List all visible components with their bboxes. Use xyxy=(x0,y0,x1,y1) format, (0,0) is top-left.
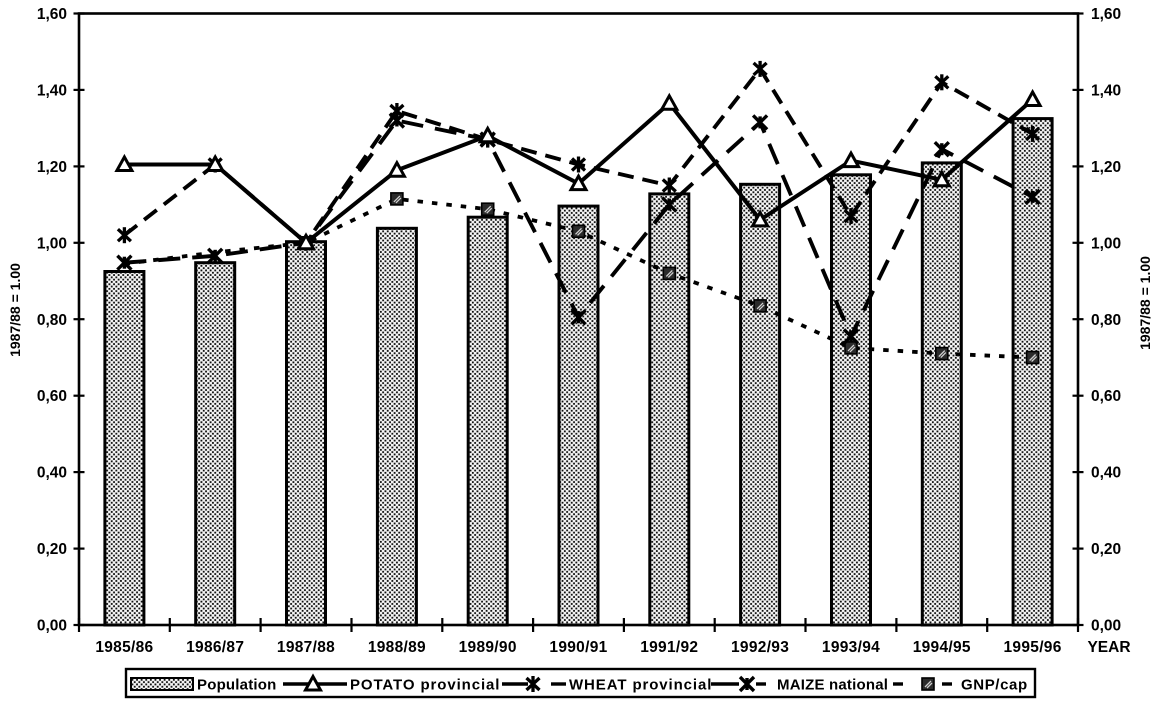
svg-text:0,60: 0,60 xyxy=(37,388,67,405)
svg-text:1,20: 1,20 xyxy=(1091,159,1121,176)
svg-text:1,00: 1,00 xyxy=(37,235,67,252)
svg-text:YEAR: YEAR xyxy=(1087,639,1130,656)
svg-text:0,60: 0,60 xyxy=(1091,388,1121,405)
svg-text:GNP/cap: GNP/cap xyxy=(961,677,1028,694)
svg-text:1,60: 1,60 xyxy=(1091,6,1121,23)
svg-text:0,80: 0,80 xyxy=(37,312,67,329)
svg-text:1986/87: 1986/87 xyxy=(186,639,244,656)
svg-text:1987/88: 1987/88 xyxy=(277,639,335,656)
svg-text:Population: Population xyxy=(197,677,277,694)
svg-text:1994/95: 1994/95 xyxy=(913,639,971,656)
svg-text:0,20: 0,20 xyxy=(1091,541,1121,558)
svg-text:1992/93: 1992/93 xyxy=(731,639,789,656)
svg-text:1988/89: 1988/89 xyxy=(368,639,426,656)
svg-text:0,20: 0,20 xyxy=(37,541,67,558)
svg-text:0,80: 0,80 xyxy=(1091,312,1121,329)
svg-text:WHEAT provincial: WHEAT provincial xyxy=(569,677,712,694)
svg-text:MAIZE national: MAIZE national xyxy=(777,677,888,694)
svg-text:1985/86: 1985/86 xyxy=(95,639,153,656)
svg-text:1,40: 1,40 xyxy=(37,82,67,99)
svg-text:1990/91: 1990/91 xyxy=(549,639,607,656)
svg-text:0,40: 0,40 xyxy=(1091,465,1121,482)
svg-text:1,60: 1,60 xyxy=(37,6,67,23)
svg-text:1993/94: 1993/94 xyxy=(822,639,880,656)
svg-text:0,00: 0,00 xyxy=(37,618,67,635)
svg-text:0,00: 0,00 xyxy=(1091,618,1121,635)
svg-text:1,20: 1,20 xyxy=(37,159,67,176)
svg-text:1991/92: 1991/92 xyxy=(640,639,698,656)
svg-text:1,40: 1,40 xyxy=(1091,82,1121,99)
svg-text:POTATO provincial: POTATO provincial xyxy=(350,677,500,694)
svg-text:0,40: 0,40 xyxy=(37,465,67,482)
svg-text:1989/90: 1989/90 xyxy=(459,639,517,656)
svg-text:1,00: 1,00 xyxy=(1091,235,1121,252)
svg-text:1995/96: 1995/96 xyxy=(1004,639,1062,656)
svg-text:1987/88 = 1.00: 1987/88 = 1.00 xyxy=(1137,256,1153,350)
svg-text:1987/88 = 1.00: 1987/88 = 1.00 xyxy=(7,263,23,357)
